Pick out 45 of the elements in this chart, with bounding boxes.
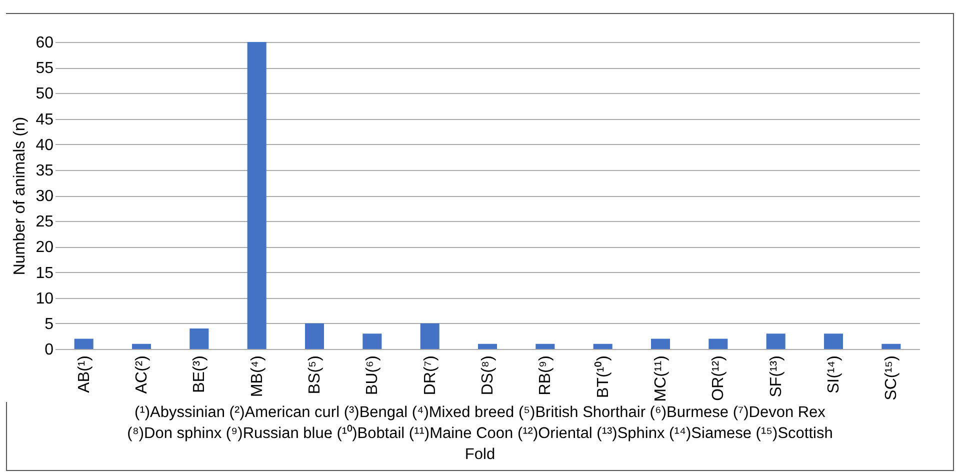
bar xyxy=(190,328,209,349)
bar xyxy=(362,334,382,349)
bar xyxy=(593,344,612,349)
x-tick-label: SF(¹³) xyxy=(768,356,785,398)
bar xyxy=(766,334,786,349)
bar xyxy=(478,344,498,349)
x-tick-label: BE(³) xyxy=(191,356,208,393)
text: (¹)Abyssinian (²)American curl (³)Bengal (⁴)Mixed breed (⁵)British Shorthair (⁶)Burmese (⁷)Devon Rex (⁸)Don sphinx (⁹)Russian blue (¹⁰)Bobtail (¹¹)Maine Coon (¹²)Oriental (¹³)Sphinx (¹⁴)Siamese (¹⁵)Scottish Fold xyxy=(126,403,834,465)
x-tick-label: SI(¹⁴) xyxy=(826,356,842,394)
x-tick-label: BT(¹⁰) xyxy=(594,356,612,398)
bar xyxy=(74,338,94,349)
y-tick-label: 20 xyxy=(36,239,54,256)
x-tick-label: RB(⁹) xyxy=(537,356,554,396)
y-tick-label: 60 xyxy=(36,34,54,52)
x-tick-label: AB(¹) xyxy=(76,356,93,393)
bar xyxy=(304,323,324,349)
bar xyxy=(824,334,844,349)
y-axis-title: Number of animals (n) xyxy=(12,116,29,276)
bar xyxy=(650,338,670,349)
x-tick-label: BS(⁵) xyxy=(306,356,324,394)
bar xyxy=(882,344,901,349)
x-tick-label: MB(⁴) xyxy=(248,356,266,398)
y-tick-label: 35 xyxy=(36,162,54,180)
y-tick-label: 55 xyxy=(36,60,54,78)
bar xyxy=(536,344,555,349)
bar xyxy=(247,42,266,349)
y-tick-label: 45 xyxy=(36,111,54,128)
y-tick-label: 40 xyxy=(36,136,54,154)
bar xyxy=(420,323,440,349)
y-tick-label: 0 xyxy=(44,342,54,358)
x-tick-label: BU(⁶) xyxy=(364,356,382,395)
y-tick-label: 15 xyxy=(36,264,54,282)
y-tick-label: 25 xyxy=(36,214,54,231)
x-tick-label: AC(²) xyxy=(134,356,150,394)
bar xyxy=(132,344,152,349)
y-tick-label: 5 xyxy=(44,316,54,333)
y-tick-label: 10 xyxy=(36,290,54,308)
x-tick-label: OR(¹²) xyxy=(710,356,728,401)
y-tick-label: 30 xyxy=(36,188,54,205)
y-tick-label: 50 xyxy=(36,86,54,103)
x-tick-label: MC(¹¹) xyxy=(652,356,670,402)
x-tick-label: DS(⁸) xyxy=(480,356,496,396)
x-tick-label: DR(⁷) xyxy=(422,356,439,396)
x-tick-label: SC(¹⁵) xyxy=(883,356,900,400)
bar xyxy=(708,338,728,349)
